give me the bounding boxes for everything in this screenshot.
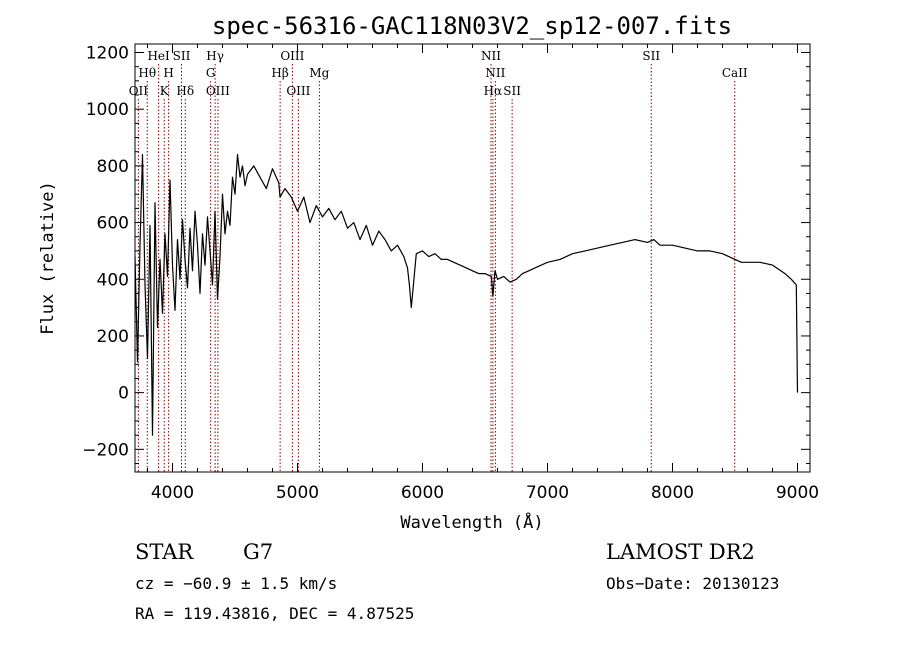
x-tick-label: 4000 bbox=[151, 483, 194, 503]
line-marker-label: SII bbox=[642, 49, 660, 63]
object-class: STAR bbox=[135, 540, 194, 564]
line-marker-label: Hδ bbox=[176, 84, 194, 98]
line-marker-label: NII bbox=[485, 66, 505, 80]
x-tick-label: 5000 bbox=[276, 483, 319, 503]
x-axis-label: Wavelength (Å) bbox=[400, 511, 543, 533]
line-marker-label: OII bbox=[129, 84, 149, 98]
chart-title: spec-56316-GAC118N03V2_sp12-007.fits bbox=[212, 12, 732, 40]
line-marker-label: Mg bbox=[309, 66, 329, 80]
line-marker-label: OIII bbox=[286, 84, 310, 98]
line-marker-label: NII bbox=[481, 49, 501, 63]
plot-frame bbox=[134, 43, 811, 473]
y-tick-label: 0 bbox=[118, 384, 129, 404]
y-tick-label: 400 bbox=[97, 270, 129, 290]
survey-name: LAMOST DR2 bbox=[606, 540, 755, 564]
x-tick-label: 7000 bbox=[526, 483, 569, 503]
redshift-info: cz = −60.9 ± 1.5 km/s bbox=[135, 574, 337, 593]
line-marker-label: Hθ bbox=[138, 66, 156, 80]
line-marker-label: OIII bbox=[206, 84, 230, 98]
line-marker-label: Hα bbox=[484, 84, 503, 98]
spectrum-series bbox=[134, 153, 799, 436]
x-tick-label: 9000 bbox=[776, 483, 819, 503]
y-tick-label: −200 bbox=[82, 440, 129, 460]
line-marker-label: G bbox=[206, 66, 216, 80]
y-tick-label: 1000 bbox=[86, 100, 129, 120]
line-markers: HθOIIHeIKHSIIHδHγGOIIIHβOIIIOIIIMgNIINII… bbox=[129, 49, 748, 472]
line-marker-label: Hγ bbox=[206, 49, 224, 63]
y-axis-label: Flux (relative) bbox=[38, 181, 58, 335]
line-marker-label: K bbox=[160, 84, 170, 98]
line-marker-label: H bbox=[163, 66, 173, 80]
line-marker-label: SII bbox=[503, 84, 521, 98]
line-marker-label: Hβ bbox=[271, 66, 288, 80]
line-marker-label: SII bbox=[173, 49, 191, 63]
axis-ticks: 4000 5000 6000 7000 8000 9000 −200 0 200 400 600 80… bbox=[82, 44, 819, 503]
line-marker-label: HeI bbox=[147, 49, 170, 63]
x-tick-label: 8000 bbox=[651, 483, 694, 503]
line-marker-label: CaII bbox=[722, 66, 748, 80]
y-tick-label: 800 bbox=[97, 157, 129, 177]
object-subclass: G7 bbox=[243, 540, 273, 564]
x-tick-label: 6000 bbox=[401, 483, 444, 503]
spectrum-line bbox=[134, 153, 799, 436]
line-marker-label: OIII bbox=[280, 49, 304, 63]
y-tick-label: 600 bbox=[97, 214, 129, 234]
observation-date: Obs−Date: 20130123 bbox=[606, 574, 779, 593]
coordinates: RA = 119.43816, DEC = 4.87525 bbox=[135, 604, 414, 623]
y-tick-label: 200 bbox=[97, 327, 129, 347]
y-tick-label: 1200 bbox=[86, 44, 129, 64]
